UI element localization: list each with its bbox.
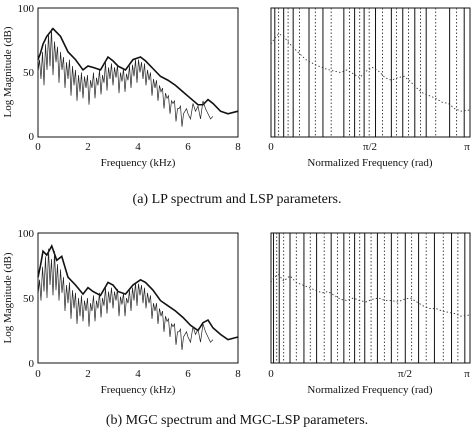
panel-b-left: 100 50 0 0 2 4 6 8 Frequency (kHz) Log M…: [2, 228, 241, 396]
a-left-xtick-4: 4: [135, 141, 141, 153]
a-left-fine-curve: [37, 28, 214, 127]
a-left-xtick-0: 0: [35, 141, 41, 153]
panel-a-left-marks: [37, 27, 239, 127]
a-left-xlabel: Frequency (kHz): [101, 157, 176, 169]
a-right-normalized-curve: [270, 33, 471, 112]
panel-b-right-marks: [270, 233, 471, 363]
a-left-xtick-6: 6: [185, 141, 191, 153]
b-left-xtick-0: 0: [35, 368, 41, 380]
caption-b: (b) MGC spectrum and MGC-LSP parameters.: [106, 413, 368, 427]
panel-b-left-marks: [37, 244, 239, 351]
a-right-xtick-0: 0: [268, 141, 274, 153]
a-right-xtick-pi2: π/2: [363, 141, 377, 153]
a-right-xtick-pi: π: [464, 141, 470, 153]
a-left-xtick-8: 8: [235, 141, 241, 153]
panel-a-right: 0 π/2 π Normalized Frequency (rad): [268, 7, 471, 169]
b-right-xlabel: Normalized Frequency (rad): [307, 384, 433, 396]
b-right-xtick-pi: π: [464, 368, 470, 380]
b-left-ytick-100: 100: [18, 228, 35, 240]
b-left-xtick-4: 4: [135, 368, 141, 380]
b-left-ytick-50: 50: [23, 293, 35, 305]
b-right-normalized-curve: [270, 274, 471, 317]
a-left-ylabel: Log Magnitude (dB): [2, 26, 14, 117]
b-left-envelope-curve: [37, 244, 239, 341]
a-left-ytick-100: 100: [18, 3, 35, 15]
a-right-xlabel: Normalized Frequency (rad): [307, 157, 433, 169]
panel-a-left: 100 50 0 0 2 4 6 8 Frequency (kHz) Log M…: [2, 3, 241, 169]
b-left-xlabel: Frequency (kHz): [101, 384, 176, 396]
b-left-fine-curve: [37, 248, 214, 351]
panel-b-left-frame: [37, 232, 239, 364]
a-left-ytick-0: 0: [29, 131, 35, 143]
a-left-xtick-2: 2: [85, 141, 91, 153]
a-left-ytick-50: 50: [23, 67, 35, 79]
panel-b-right-frame: [270, 232, 471, 364]
panel-a-right-frame: [270, 7, 471, 138]
b-left-ytick-0: 0: [29, 358, 35, 370]
b-left-xtick-6: 6: [185, 368, 191, 380]
b-left-xtick-2: 2: [85, 368, 91, 380]
panel-a-right-marks: [270, 8, 471, 137]
b-left-xtick-8: 8: [235, 368, 241, 380]
b-right-xtick-pi2: π/2: [398, 368, 412, 380]
b-right-xtick-0: 0: [268, 368, 274, 380]
b-left-ylabel: Log Magnitude (dB): [2, 252, 14, 343]
panel-b-right: 0 π/2 π Normalized Frequency (rad): [268, 232, 471, 396]
caption-a: (a) LP spectrum and LSP parameters.: [133, 192, 342, 207]
